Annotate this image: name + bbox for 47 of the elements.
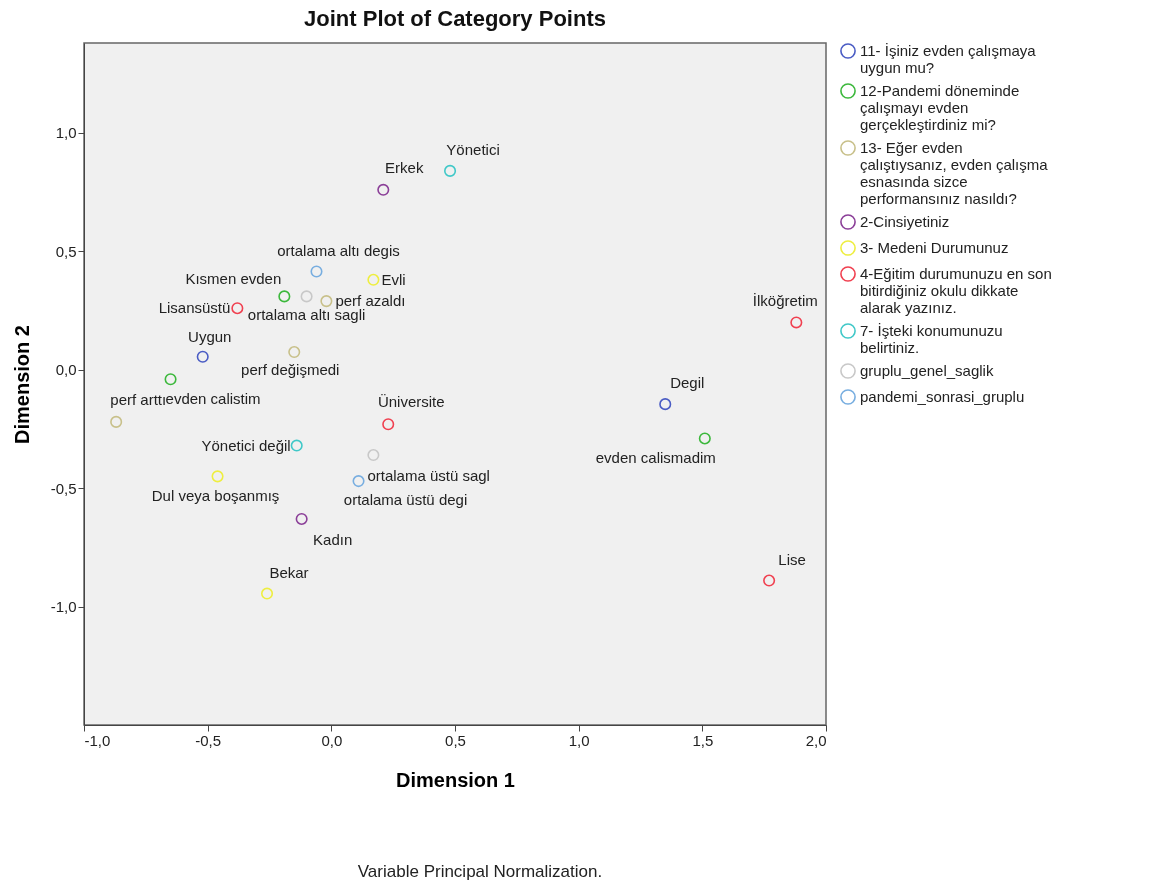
data-label: perf arttı xyxy=(110,390,167,408)
x-tick-label: 2,0 xyxy=(805,731,827,749)
data-label: Kadın xyxy=(313,530,353,548)
y-tick-label: -1,0 xyxy=(50,598,77,616)
data-label: Yönetici xyxy=(446,140,500,158)
legend-label: 12-Pandemi döneminde çalışmayı evden gerçekleştirdiniz mi? xyxy=(860,82,1020,133)
y-tick-label: 0,5 xyxy=(55,242,77,260)
data-label: ortalama altı degis xyxy=(277,241,400,259)
data-label: İlköğretim xyxy=(752,292,818,310)
legend-label: gruplu_genel_saglik xyxy=(860,362,994,379)
data-label: Kısmen evden xyxy=(185,270,282,288)
legend-label: 13- Eğer evden çalıştıysanız, evden çalışma esnasında sizce performansınız nasıldı? xyxy=(860,139,1049,207)
data-label: ortalama üstü sagl xyxy=(367,467,490,485)
data-label: perf değişmedi xyxy=(241,361,340,379)
legend-label: 2-Cinsiyetiniz xyxy=(860,213,950,230)
x-tick-label: 1,5 xyxy=(692,731,714,749)
legend-label: pandemi_sonrasi_gruplu xyxy=(860,388,1025,405)
data-label: Evli xyxy=(381,270,406,288)
data-label: perf azaldı xyxy=(335,292,406,310)
data-label: Bekar xyxy=(269,563,309,581)
legend-label: 7- İşteki konumunuzu belirtiniz. xyxy=(860,322,1003,356)
data-label: ortalama üstü degi xyxy=(343,491,468,509)
x-axis-title: Dimension 1 xyxy=(396,768,515,791)
data-label: Lisansüstü xyxy=(158,299,231,317)
x-tick-label: 0,5 xyxy=(445,731,466,749)
legend-label: 4-Eğitim durumunuzu en son bitirdiğiniz okulu dikkate alarak yazınız. xyxy=(860,265,1052,316)
y-tick-label: -0,5 xyxy=(50,479,77,497)
data-label: Erkek xyxy=(385,158,424,176)
text: Variable Principal Normalization. xyxy=(356,862,604,882)
data-label: Lise xyxy=(778,550,806,568)
data-label: Yönetici değil xyxy=(201,436,291,454)
data-label: Dul veya boşanmış xyxy=(151,487,280,505)
y-tick-label: 0,0 xyxy=(55,361,77,379)
data-label: Uygun xyxy=(188,327,232,345)
legend-label: 11- İşiniz evden çalışmaya uygun mu? xyxy=(860,42,1037,76)
x-tick-label: 1,0 xyxy=(568,731,590,749)
data-label: Degil xyxy=(670,374,705,392)
y-axis-title: Dimension 2 xyxy=(10,325,33,444)
data-label: Üniversite xyxy=(377,393,445,411)
x-tick-label: -1,0 xyxy=(84,731,111,749)
x-tick-label: -0,5 xyxy=(195,731,222,749)
chart-title: Joint Plot of Category Points xyxy=(304,6,606,31)
data-label: evden calistim xyxy=(165,390,261,408)
data-label: evden calismadim xyxy=(595,449,716,467)
y-tick-label: 1,0 xyxy=(55,124,77,142)
x-tick-label: 0,0 xyxy=(321,731,343,749)
legend-label: 3- Medeni Durumunuz xyxy=(860,239,1009,256)
